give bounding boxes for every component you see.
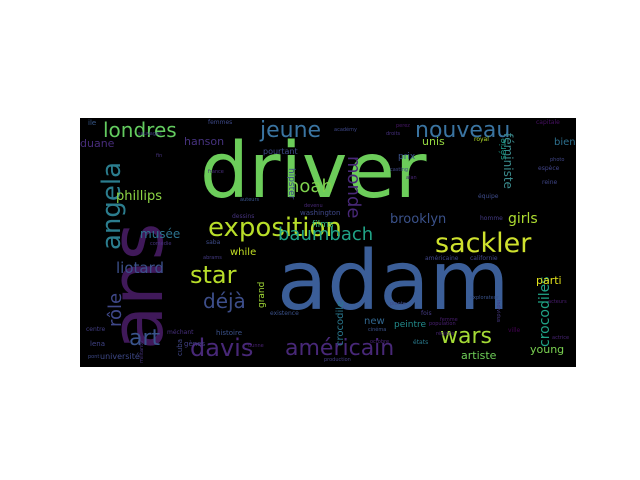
word-histoire: histoire bbox=[216, 329, 243, 337]
word-phillips: phillips bbox=[116, 189, 162, 204]
word-sauvages: sauvages bbox=[138, 131, 162, 137]
word-prix: prix bbox=[398, 152, 416, 162]
word-dunne: dunne bbox=[248, 343, 264, 349]
word-lena: lena bbox=[90, 340, 105, 348]
word-crocodile: crocodile bbox=[335, 300, 346, 346]
word-while: while bbox=[230, 247, 257, 258]
word-angela: angela bbox=[97, 161, 127, 250]
word-fin: fin bbox=[156, 153, 163, 159]
word-auteurs: auteurs bbox=[240, 197, 260, 203]
word-jeune: jeune bbox=[260, 118, 322, 143]
word-octobre: octobre bbox=[370, 339, 390, 345]
word-cinema: cinéma bbox=[368, 327, 387, 333]
word-parti: parti bbox=[536, 274, 562, 287]
word-droits: droits bbox=[386, 131, 401, 137]
word-americain: américain bbox=[285, 336, 395, 361]
word-californie: californie bbox=[470, 255, 498, 262]
word-homme: homme bbox=[480, 215, 503, 222]
word-reine: reine bbox=[542, 179, 558, 186]
word-actrice: actrice bbox=[552, 335, 570, 341]
word-grand: grand bbox=[257, 281, 267, 308]
word-monde: monde bbox=[343, 156, 364, 219]
word-adam: adam bbox=[277, 234, 510, 329]
word-population: population bbox=[429, 321, 456, 327]
word-capitale: capitale bbox=[536, 119, 560, 126]
word-duane: duane bbox=[80, 137, 115, 150]
word-genes: gènes bbox=[184, 340, 206, 348]
word-bien: bien bbox=[554, 137, 576, 148]
word-hipster: hipster bbox=[286, 168, 296, 200]
word-production: production bbox=[324, 357, 351, 363]
word-americaine: américaine bbox=[425, 255, 459, 262]
word-serie: série bbox=[499, 138, 509, 160]
word-abrams: abrams bbox=[203, 255, 222, 261]
word-peintre: peintre bbox=[394, 320, 427, 330]
word-washington: washington bbox=[300, 209, 341, 217]
word-wars: wars bbox=[440, 324, 492, 349]
word-star: star bbox=[190, 261, 237, 289]
word-ville: ville bbox=[508, 327, 521, 334]
word-crocodiles: crocodiles bbox=[537, 276, 553, 347]
word-cuba: cuba bbox=[176, 338, 184, 356]
word-artiste: artiste bbox=[461, 349, 497, 362]
word-londres: londres bbox=[103, 118, 177, 142]
word-hanson: hanson bbox=[184, 135, 225, 148]
word-femme: femme bbox=[440, 317, 458, 323]
word-pont: pont bbox=[88, 354, 100, 360]
word-casting: casting bbox=[390, 167, 409, 173]
word-equipe: équipe bbox=[478, 193, 499, 200]
word-espece: espèce bbox=[538, 165, 560, 172]
word-dessins: dessins bbox=[232, 213, 255, 220]
word-existence: existence bbox=[270, 310, 299, 317]
word-noah: noah bbox=[288, 176, 333, 197]
word-royal: royal bbox=[474, 136, 489, 143]
word-explorateur: explorateur bbox=[470, 295, 499, 301]
word-alan: alan bbox=[406, 175, 417, 181]
word-cloud: adam driver ans exposition sackler nouve… bbox=[80, 118, 576, 367]
word-regions: régions bbox=[436, 331, 455, 337]
word-davis: davis bbox=[190, 334, 254, 362]
word-sackler: sackler bbox=[435, 228, 532, 259]
word-photo: photo bbox=[550, 157, 565, 163]
word-new: new bbox=[364, 316, 385, 327]
word-fois: fois bbox=[421, 310, 432, 317]
word-etats: états bbox=[413, 339, 429, 346]
word-brooklyn: brooklyn bbox=[390, 212, 447, 227]
word-devenu: devenu bbox=[304, 203, 323, 209]
word-exposition: exposition bbox=[208, 213, 342, 243]
word-perez: perez bbox=[396, 123, 410, 129]
word-ile: ile bbox=[88, 119, 97, 127]
word-militante: militante bbox=[139, 340, 145, 363]
word-girls: girls bbox=[508, 211, 538, 227]
word-femmes: femmes bbox=[208, 119, 233, 126]
word-films: films bbox=[312, 220, 334, 230]
word-role: rôle bbox=[105, 292, 126, 327]
word-young: young bbox=[530, 343, 565, 356]
word-acteurs: acteurs bbox=[548, 299, 567, 305]
word-academy: académy bbox=[334, 127, 357, 133]
word-saba: saba bbox=[206, 239, 221, 246]
word-deja: déjà bbox=[203, 289, 246, 313]
word-nouveau: nouveau bbox=[415, 118, 511, 143]
word-liotard: liotard bbox=[116, 259, 165, 277]
word-unis: unis bbox=[422, 135, 445, 148]
word-pourtant: pourtant bbox=[263, 147, 298, 156]
word-universite: université bbox=[100, 352, 140, 361]
word-mechant: méchant bbox=[167, 329, 194, 336]
word-centre: centre bbox=[86, 326, 106, 333]
word-individus: individus bbox=[495, 300, 501, 323]
word-plante: plante bbox=[390, 301, 406, 307]
word-driver: driver bbox=[200, 127, 427, 216]
word-musee: musée bbox=[140, 227, 181, 241]
word-comedie: comédie bbox=[150, 241, 172, 247]
word-baumbach: baumbach bbox=[278, 224, 374, 245]
word-france: france bbox=[208, 169, 224, 175]
word-art: art bbox=[129, 326, 161, 351]
